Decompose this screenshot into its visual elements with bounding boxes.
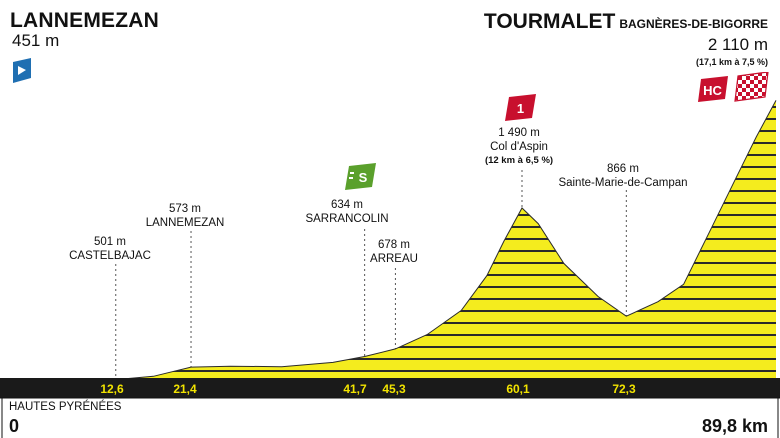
label-sarrancolin: 634 m SARRANCOLIN — [305, 199, 388, 227]
finish-summit-name: TOURMALET — [483, 10, 616, 33]
finish-town-name: BAGNÈRES-DE-BIGORRE — [619, 17, 768, 31]
castelbajac-altitude: 501 m — [94, 236, 126, 248]
label-lannemezan: 573 m LANNEMEZAN — [146, 203, 225, 231]
km-marker-lannemezan: 21,4 — [173, 382, 197, 396]
sprint-badge: S — [345, 163, 376, 190]
arreau-altitude: 678 m — [378, 239, 410, 251]
arreau-name: ARREAU — [370, 252, 418, 265]
sarrancolin-name: SARRANCOLIN — [305, 212, 389, 225]
lannemezan-altitude: 573 m — [169, 203, 201, 215]
lannemezan-name: LANNEMEZAN — [145, 216, 225, 229]
aspin-altitude: 1 490 m — [498, 127, 540, 139]
hc-category-badge: HC — [698, 76, 728, 102]
km-marker-col-d-aspin: 60,1 — [506, 382, 530, 396]
finish-gradient: (17,1 km à 7,5 %) — [695, 57, 768, 67]
km-bar — [0, 378, 780, 398]
label-col-d-aspin: 1 490 m Col d'Aspin (12 km à 6,5 %) — [485, 127, 553, 166]
cat1-climb-badge: 1 — [505, 94, 536, 121]
label-castelbajac: 501 m CASTELBAJAC — [69, 236, 151, 264]
km-marker-arreau: 45,3 — [382, 382, 406, 396]
km-marker-sainte-marie: 72,3 — [612, 382, 636, 396]
hc-badge-label: HC — [703, 83, 722, 98]
distance-total: 89,8 km — [701, 416, 768, 436]
km-marker-sarrancolin: 41,7 — [343, 382, 367, 396]
aspin-name: Col d'Aspin — [490, 140, 548, 153]
sainte-marie-name: Sainte-Marie-de-Campan — [558, 176, 688, 189]
start-town-name: LANNEMEZAN — [10, 9, 159, 32]
castelbajac-name: CASTELBAJAC — [69, 249, 151, 262]
distance-start: 0 — [9, 416, 20, 436]
start-altitude: 451 m — [12, 31, 60, 50]
cat1-badge-label: 1 — [517, 101, 524, 116]
label-sainte-marie-de-campan: 866 m Sainte-Marie-de-Campan — [558, 163, 687, 191]
finish-title-line: TOURMALET BAGNÈRES-DE-BIGORRE — [484, 10, 768, 34]
sainte-marie-altitude: 866 m — [607, 163, 639, 175]
km-marker-castelbajac: 12,6 — [100, 382, 124, 396]
start-flag-icon — [13, 58, 31, 83]
checkered-flag-icon — [734, 72, 769, 102]
sprint-badge-label: S — [359, 170, 368, 185]
sarrancolin-altitude: 634 m — [331, 199, 363, 211]
finish-altitude: 2 110 m — [707, 35, 768, 54]
label-arreau: 678 m ARREAU — [370, 239, 418, 267]
finish-header: TOURMALET BAGNÈRES-DE-BIGORRE 2 110 m (17… — [484, 10, 768, 67]
aspin-gradient: (12 km à 6,5 %) — [484, 154, 554, 166]
region-label: HAUTES PYRÉNÉES — [9, 401, 122, 413]
